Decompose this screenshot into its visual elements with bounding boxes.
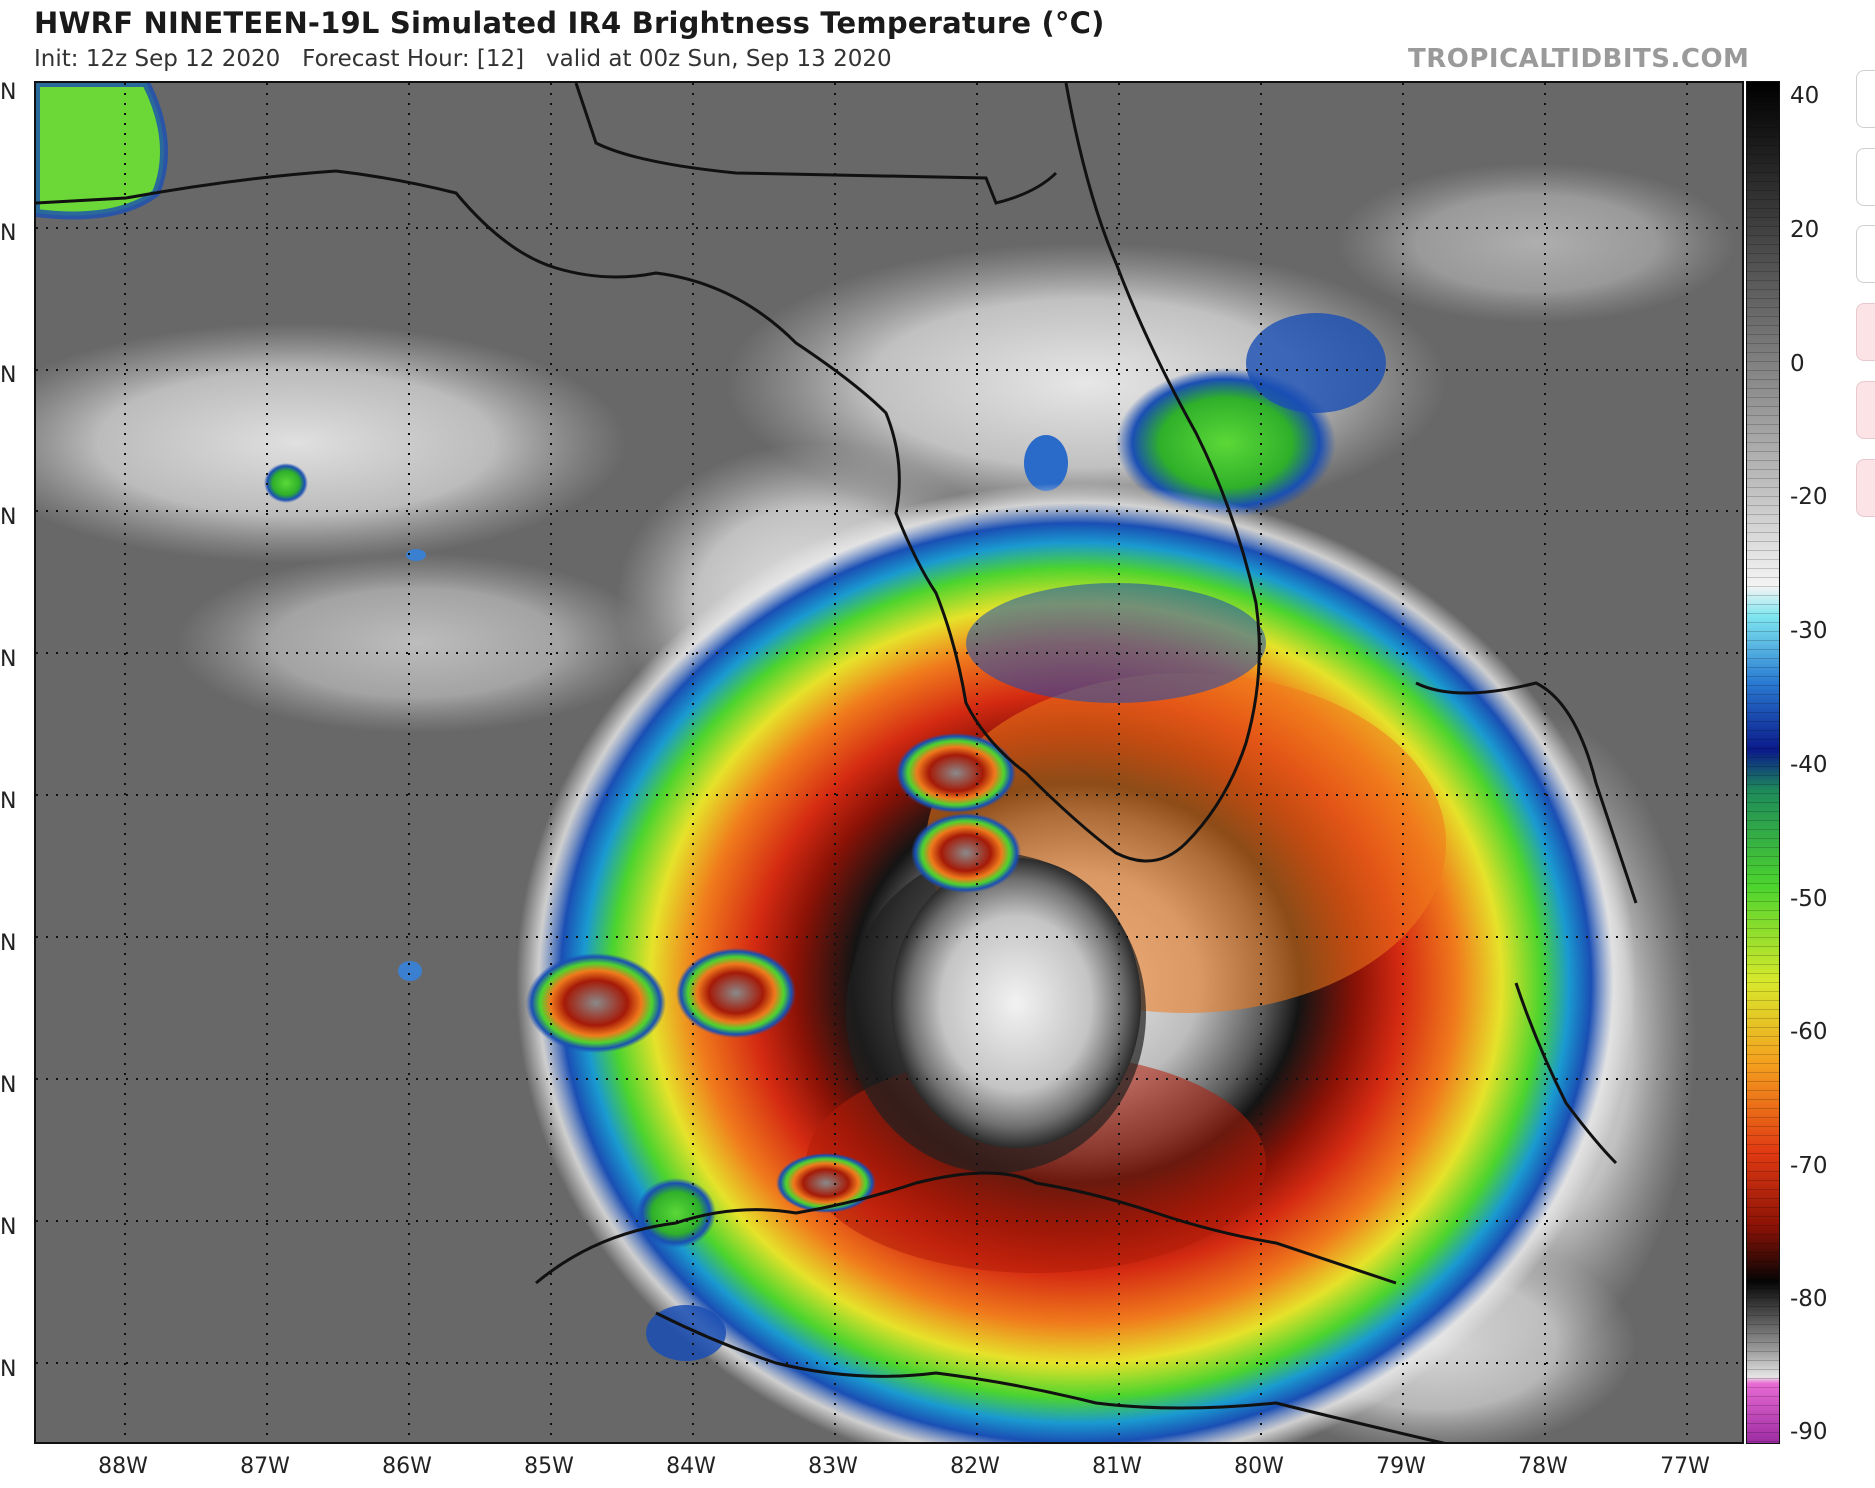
lon-label: 83W [808,1454,858,1479]
colorbar-label: -40 [1790,752,1828,778]
storm-core [891,858,1141,1148]
colorbar-label: 40 [1790,83,1820,109]
side-toolbar-button[interactable] [1856,381,1875,439]
colorbar-label: -20 [1790,484,1828,510]
map-title: HWRF NINETEEN-19L Simulated IR4 Brightne… [34,6,1105,40]
colorbar-label: -50 [1790,886,1828,912]
lon-label: 77W [1660,1454,1710,1479]
colorbar-label: -70 [1790,1153,1828,1179]
side-toolbar-button[interactable] [1856,459,1875,517]
lon-label: 85W [524,1454,574,1479]
convective-cell-west [526,953,666,1053]
lat-label: N [0,1073,17,1098]
lon-label: 84W [666,1454,716,1479]
graticule [36,83,1742,1442]
lon-label: 80W [1234,1454,1284,1479]
side-toolbar-button[interactable] [1856,70,1875,128]
satellite-ir-map [36,83,1742,1442]
lon-label: 88W [98,1454,148,1479]
lat-label: N [0,789,17,814]
lat-label: N [0,363,17,388]
side-toolbar-button[interactable] [1856,148,1875,206]
lon-label: 82W [950,1454,1000,1479]
colorbar-swatches [1747,82,1779,1443]
side-toolbar-button[interactable] [1856,225,1875,283]
temperature-colorbar [1746,81,1780,1444]
colorbar-label: 20 [1790,217,1820,243]
lat-label: N [0,1357,17,1382]
lat-label: N [0,1215,17,1240]
map-panel [34,81,1744,1444]
lat-label: N [0,80,17,105]
lat-label: N [0,931,17,956]
lon-label: 81W [1092,1454,1142,1479]
colorbar-label: -30 [1790,618,1828,644]
lon-label: 86W [382,1454,432,1479]
lat-label: N [0,221,17,246]
colorbar-label: -90 [1790,1419,1828,1445]
lon-label: 79W [1376,1454,1426,1479]
side-toolbar-button[interactable] [1856,303,1875,361]
lon-label: 87W [240,1454,290,1479]
coastlines [36,83,1638,1442]
lat-label: N [0,505,17,530]
site-credit: TROPICALTIDBITS.COM [1408,44,1750,74]
lon-label: 78W [1518,1454,1568,1479]
cirrus-band-west [36,323,626,563]
colorbar-label: -60 [1790,1019,1828,1045]
map-subtitle: Init: 12z Sep 12 2020 Forecast Hour: [12… [34,46,892,72]
cell-northwest-corner [36,83,164,216]
colorbar-label: -80 [1790,1286,1828,1312]
colorbar-label: 0 [1790,351,1805,377]
lat-label: N [0,647,17,672]
